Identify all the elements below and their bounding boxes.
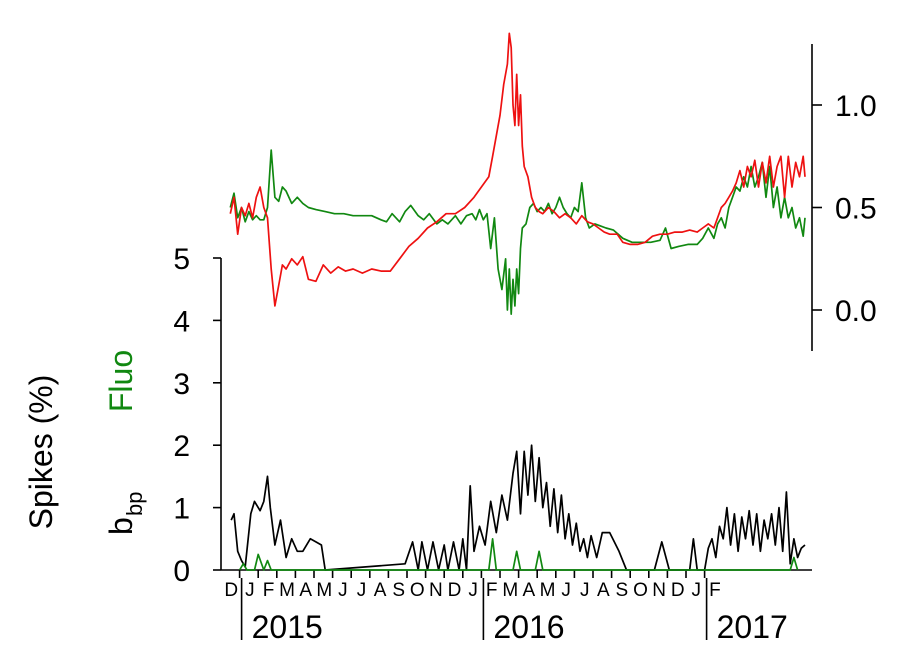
x-month-label: S xyxy=(616,580,629,601)
x-year-label: 2016 xyxy=(493,609,564,645)
x-month-label: J xyxy=(357,580,367,601)
x-month-label: D xyxy=(224,580,238,601)
x-month-label: N xyxy=(429,580,443,601)
bbp-axis-title-main: b xyxy=(103,517,139,535)
x-month-label: M xyxy=(540,580,556,601)
x-month-label: J xyxy=(468,580,478,601)
left-y-tick-label: 0 xyxy=(173,555,190,588)
x-month-label: F xyxy=(486,580,498,601)
upper-panel-lines xyxy=(229,32,806,315)
fluo-series-line xyxy=(229,149,806,315)
x-month-label: A xyxy=(597,580,610,601)
x-year-label: 2017 xyxy=(717,609,788,645)
x-month-label: J xyxy=(338,580,348,601)
x-axis-year-labels: 2015 2016 2017 xyxy=(240,578,788,645)
x-month-label: A xyxy=(374,580,387,601)
x-month-label: A xyxy=(299,580,312,601)
bbp-series-line xyxy=(229,32,806,307)
lower-panel-lines xyxy=(230,444,806,571)
right-y-ticks: 0.0 0.5 1.0 xyxy=(812,90,877,328)
x-month-label: F xyxy=(709,580,721,601)
x-month-label: F xyxy=(263,580,275,601)
x-month-label: J xyxy=(580,580,590,601)
x-month-label: O xyxy=(410,580,425,601)
x-month-label: D xyxy=(448,580,462,601)
x-month-label: N xyxy=(652,580,666,601)
fluo-axis-title: Fluo xyxy=(103,350,139,412)
left-y-tick-label: 1 xyxy=(173,493,190,526)
right-y-tick-label: 1.0 xyxy=(835,90,877,123)
left-y-tick-label: 5 xyxy=(173,243,190,276)
fluo_spikes-series-line xyxy=(238,537,799,571)
x-month-label: A xyxy=(523,580,536,601)
x-month-label: M xyxy=(502,580,518,601)
right-y-tick-label: 0.0 xyxy=(835,295,877,328)
x-month-label: M xyxy=(279,580,295,601)
left-y-tick-label: 3 xyxy=(173,368,190,401)
x-month-label: O xyxy=(633,580,648,601)
x-month-label: J xyxy=(561,580,571,601)
x-month-label: D xyxy=(671,580,685,601)
left-y-tick-label: 2 xyxy=(173,430,190,463)
left-y-tick-label: 4 xyxy=(173,305,190,338)
x-month-label: J xyxy=(692,580,702,601)
x-month-label: J xyxy=(245,580,255,601)
bbp_spikes-series-line xyxy=(230,444,806,571)
left-y-ticks: 0 1 2 3 4 5 xyxy=(173,243,221,588)
bbp-axis-title-sub: bp xyxy=(122,492,147,516)
spikes-axis-title: Spikes (%) xyxy=(23,375,59,530)
x-month-label: S xyxy=(392,580,405,601)
bbp-axis-title: b bp xyxy=(103,492,147,535)
x-year-label: 2015 xyxy=(252,609,323,645)
x-month-label: M xyxy=(316,580,332,601)
right-y-tick-label: 0.5 xyxy=(835,193,877,226)
